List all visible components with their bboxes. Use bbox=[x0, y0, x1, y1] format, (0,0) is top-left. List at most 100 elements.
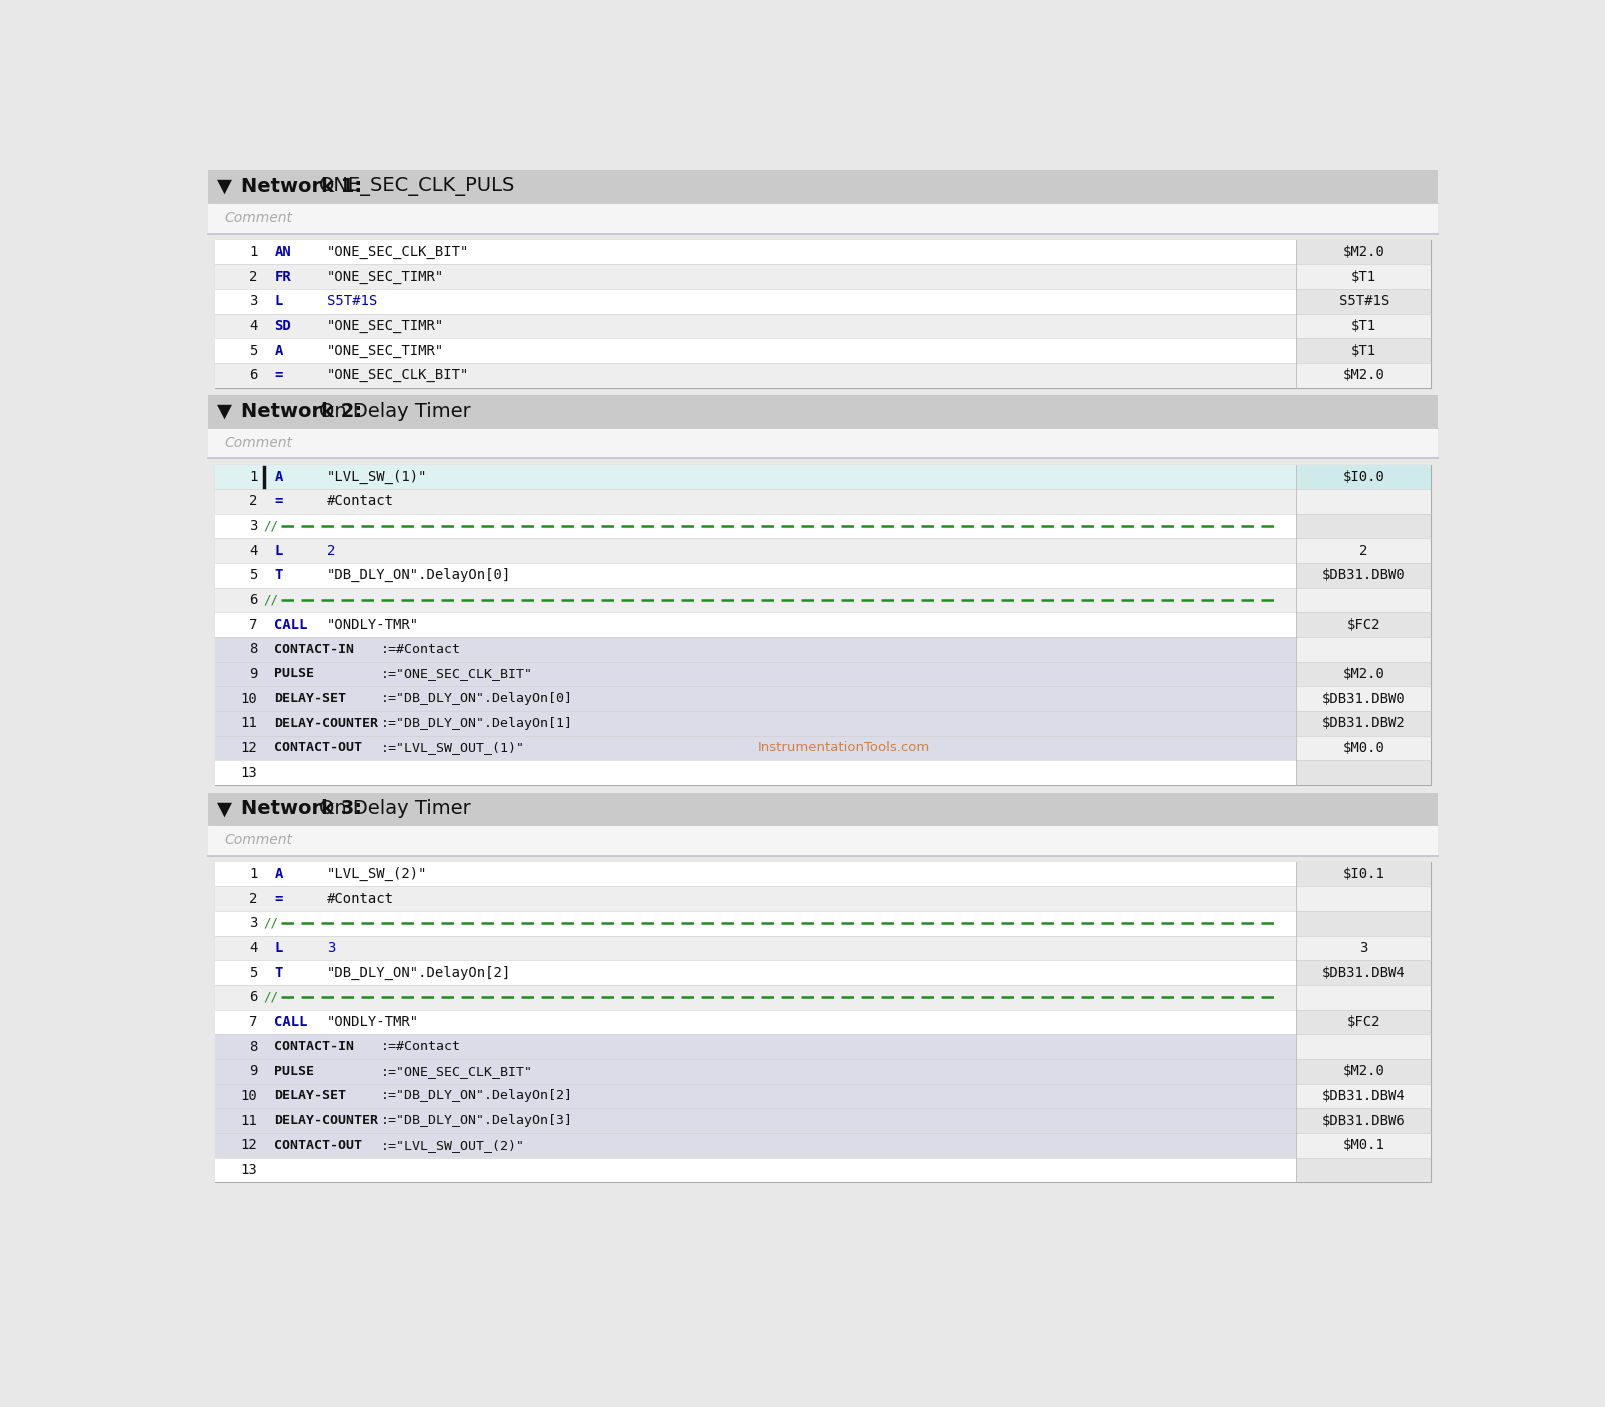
Text: #Contact: #Contact bbox=[327, 892, 393, 906]
Text: 5: 5 bbox=[249, 965, 257, 979]
Text: $M0.0: $M0.0 bbox=[1342, 741, 1384, 756]
Bar bbox=[215, 1034, 1295, 1059]
Text: 9: 9 bbox=[249, 667, 257, 681]
Bar bbox=[215, 612, 1295, 637]
Text: 11: 11 bbox=[241, 716, 257, 730]
Bar bbox=[1295, 985, 1430, 1010]
Text: Network 3:: Network 3: bbox=[241, 799, 361, 819]
Bar bbox=[1295, 490, 1430, 514]
Text: :="DB_DLY_ON".DelayOn[1]: :="DB_DLY_ON".DelayOn[1] bbox=[380, 716, 573, 730]
Bar bbox=[215, 661, 1295, 687]
Text: L: L bbox=[274, 543, 282, 557]
Bar bbox=[215, 1010, 1295, 1034]
Bar bbox=[1295, 239, 1430, 265]
Text: $M2.0: $M2.0 bbox=[1342, 369, 1384, 383]
Text: $FC2: $FC2 bbox=[1347, 1014, 1380, 1029]
Text: :="ONE_SEC_CLK_BIT": :="ONE_SEC_CLK_BIT" bbox=[380, 1065, 533, 1078]
Bar bbox=[1295, 539, 1430, 563]
Text: "ONE_SEC_TIMR": "ONE_SEC_TIMR" bbox=[327, 319, 445, 333]
Bar bbox=[215, 464, 1430, 785]
Bar bbox=[215, 588, 1295, 612]
Text: DELAY-SET: DELAY-SET bbox=[274, 692, 347, 705]
Text: 3: 3 bbox=[327, 941, 335, 955]
Text: 4: 4 bbox=[249, 543, 257, 557]
Bar bbox=[1295, 314, 1430, 338]
Text: CONTACT-OUT: CONTACT-OUT bbox=[274, 1138, 363, 1152]
Text: Comment: Comment bbox=[223, 833, 292, 847]
Text: On Delay Timer: On Delay Timer bbox=[319, 402, 470, 421]
Text: 8: 8 bbox=[249, 643, 257, 656]
Text: //: // bbox=[263, 519, 278, 533]
Text: 10: 10 bbox=[241, 692, 257, 705]
Bar bbox=[209, 428, 1436, 459]
Text: :="DB_DLY_ON".DelayOn[0]: :="DB_DLY_ON".DelayOn[0] bbox=[380, 692, 573, 705]
Text: "ONE_SEC_TIMR": "ONE_SEC_TIMR" bbox=[327, 270, 445, 284]
Bar bbox=[215, 862, 1295, 886]
Bar bbox=[215, 514, 1295, 539]
Text: "DB_DLY_ON".DelayOn[0]: "DB_DLY_ON".DelayOn[0] bbox=[327, 568, 510, 582]
Text: ▼: ▼ bbox=[217, 799, 231, 819]
Text: //: // bbox=[263, 991, 278, 1003]
Text: "ONDLY-TMR": "ONDLY-TMR" bbox=[327, 618, 419, 632]
Text: T: T bbox=[274, 965, 282, 979]
Text: PULSE: PULSE bbox=[274, 667, 315, 681]
Text: 11: 11 bbox=[241, 1113, 257, 1127]
Text: L: L bbox=[274, 294, 282, 308]
Bar bbox=[1295, 711, 1430, 736]
Bar bbox=[215, 539, 1295, 563]
Text: T: T bbox=[274, 568, 282, 582]
Bar bbox=[1295, 912, 1430, 936]
Bar bbox=[1295, 687, 1430, 711]
Text: 1: 1 bbox=[249, 245, 257, 259]
Bar bbox=[1295, 338, 1430, 363]
Bar bbox=[215, 760, 1295, 785]
Bar bbox=[215, 288, 1295, 314]
Bar bbox=[215, 490, 1295, 514]
Text: CONTACT-IN: CONTACT-IN bbox=[274, 1040, 355, 1054]
Bar bbox=[1295, 760, 1430, 785]
Text: L: L bbox=[274, 941, 282, 955]
Text: =: = bbox=[274, 892, 282, 906]
Text: "ONE_SEC_CLK_BIT": "ONE_SEC_CLK_BIT" bbox=[327, 245, 469, 259]
Text: 8: 8 bbox=[249, 1040, 257, 1054]
Text: $M2.0: $M2.0 bbox=[1342, 667, 1384, 681]
Text: 5: 5 bbox=[249, 343, 257, 357]
Bar bbox=[215, 886, 1295, 912]
Bar bbox=[1295, 1158, 1430, 1182]
Text: :="LVL_SW_OUT_(1)": :="LVL_SW_OUT_(1)" bbox=[380, 741, 525, 754]
Text: :="LVL_SW_OUT_(2)": :="LVL_SW_OUT_(2)" bbox=[380, 1138, 525, 1152]
Text: 6: 6 bbox=[249, 592, 257, 606]
Text: DELAY-COUNTER: DELAY-COUNTER bbox=[274, 1114, 379, 1127]
Text: A: A bbox=[274, 343, 282, 357]
Text: Comment: Comment bbox=[223, 436, 292, 450]
Text: FR: FR bbox=[274, 270, 291, 284]
Bar bbox=[215, 1109, 1295, 1133]
Text: 10: 10 bbox=[241, 1089, 257, 1103]
Text: $M2.0: $M2.0 bbox=[1342, 1064, 1384, 1078]
Bar bbox=[1295, 363, 1430, 387]
Text: 2: 2 bbox=[249, 494, 257, 508]
Bar bbox=[1295, 1083, 1430, 1109]
Text: 3: 3 bbox=[249, 916, 257, 930]
Bar bbox=[1295, 936, 1430, 961]
Bar bbox=[209, 170, 1436, 203]
Bar bbox=[215, 936, 1295, 961]
Text: On Delay Timer: On Delay Timer bbox=[319, 799, 470, 819]
Bar bbox=[1295, 661, 1430, 687]
Text: 12: 12 bbox=[241, 1138, 257, 1152]
Text: Comment: Comment bbox=[223, 211, 292, 225]
Text: S5T#1S: S5T#1S bbox=[327, 294, 377, 308]
Text: CALL: CALL bbox=[274, 1014, 308, 1029]
Text: =: = bbox=[274, 494, 282, 508]
Bar bbox=[1295, 862, 1430, 886]
Bar bbox=[1295, 1059, 1430, 1083]
Text: $FC2: $FC2 bbox=[1347, 618, 1380, 632]
Bar bbox=[215, 736, 1295, 760]
Text: DELAY-SET: DELAY-SET bbox=[274, 1089, 347, 1103]
Bar bbox=[215, 464, 1295, 490]
Text: SD: SD bbox=[274, 319, 291, 333]
Text: :="DB_DLY_ON".DelayOn[3]: :="DB_DLY_ON".DelayOn[3] bbox=[380, 1114, 573, 1127]
Text: "ONE_SEC_CLK_BIT": "ONE_SEC_CLK_BIT" bbox=[327, 369, 469, 383]
Text: 2: 2 bbox=[1358, 543, 1367, 557]
Bar bbox=[1295, 265, 1430, 288]
